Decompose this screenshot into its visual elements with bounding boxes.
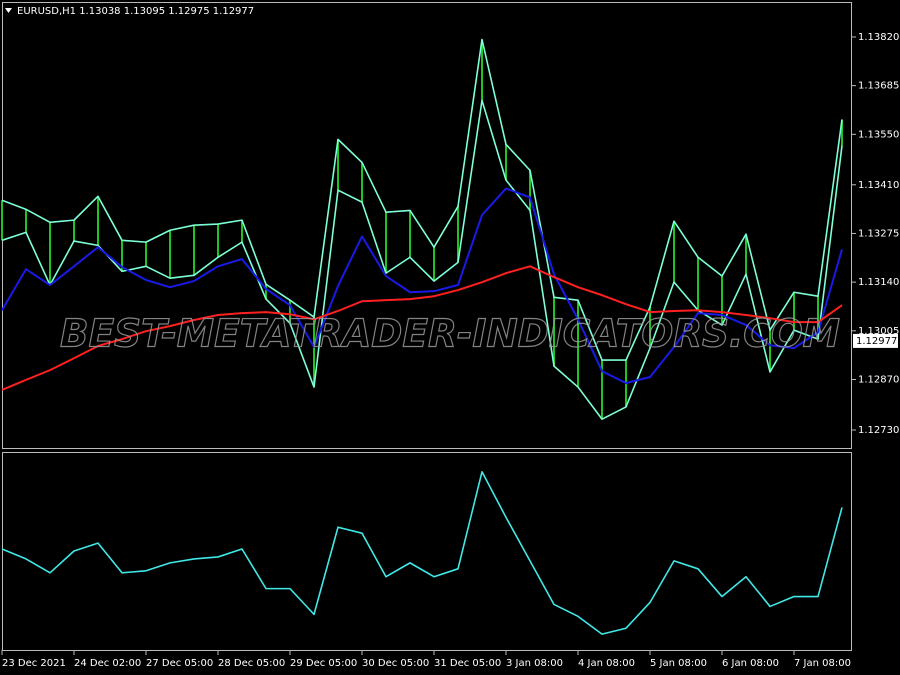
plot-area: 1.13820 1.13685 1.13550 1.13410 1.13275 1.131… <box>1 32 899 669</box>
x-tick-label: 28 Dec 05:00 <box>218 658 285 669</box>
indicator-panel-frame <box>2 452 852 651</box>
x-tick-label: 24 Dec 02:00 <box>74 658 141 669</box>
chart-title: EURUSD,H1 1.13038 1.13095 1.12975 1.1297… <box>17 6 254 17</box>
series-line <box>1 38 843 361</box>
last-price-box <box>853 333 898 348</box>
x-tick-label: 29 Dec 05:00 <box>290 658 357 669</box>
y-tick-label: 1.13140 <box>858 277 899 288</box>
watermark: BEST-METATRADER-INDICATORS.COM <box>60 312 840 356</box>
collapse-arrow <box>5 8 12 13</box>
x-tick-label: 27 Dec 05:00 <box>146 658 213 669</box>
x-tick-label: 3 Jan 08:00 <box>506 658 563 669</box>
y-tick-label: 1.13685 <box>858 81 899 92</box>
y-tick-label: 1.13275 <box>858 228 899 239</box>
series-line <box>1 187 843 385</box>
x-tick-label: 31 Dec 05:00 <box>434 658 501 669</box>
y-tick-label: 1.12870 <box>858 374 899 385</box>
x-tick-label: 4 Jan 08:00 <box>578 658 635 669</box>
indicator-line <box>1 471 843 635</box>
x-tick-label: 5 Jan 08:00 <box>650 658 707 669</box>
series-line <box>1 265 843 391</box>
x-tick-label: 7 Jan 08:00 <box>794 658 851 669</box>
y-tick-label: 1.13820 <box>858 32 899 43</box>
x-tick-label: 30 Dec 05:00 <box>362 658 429 669</box>
x-tick-label: 23 Dec 2021 <box>2 658 66 669</box>
y-tick-label: 1.13550 <box>858 129 899 140</box>
y-tick-label: 1.13005 <box>858 326 899 337</box>
last-price-label: 1.12977 <box>856 336 897 347</box>
x-tick-label: 6 Jan 08:00 <box>722 658 779 669</box>
y-tick-label: 1.13410 <box>858 180 899 191</box>
y-tick-label: 1.12730 <box>858 425 899 436</box>
